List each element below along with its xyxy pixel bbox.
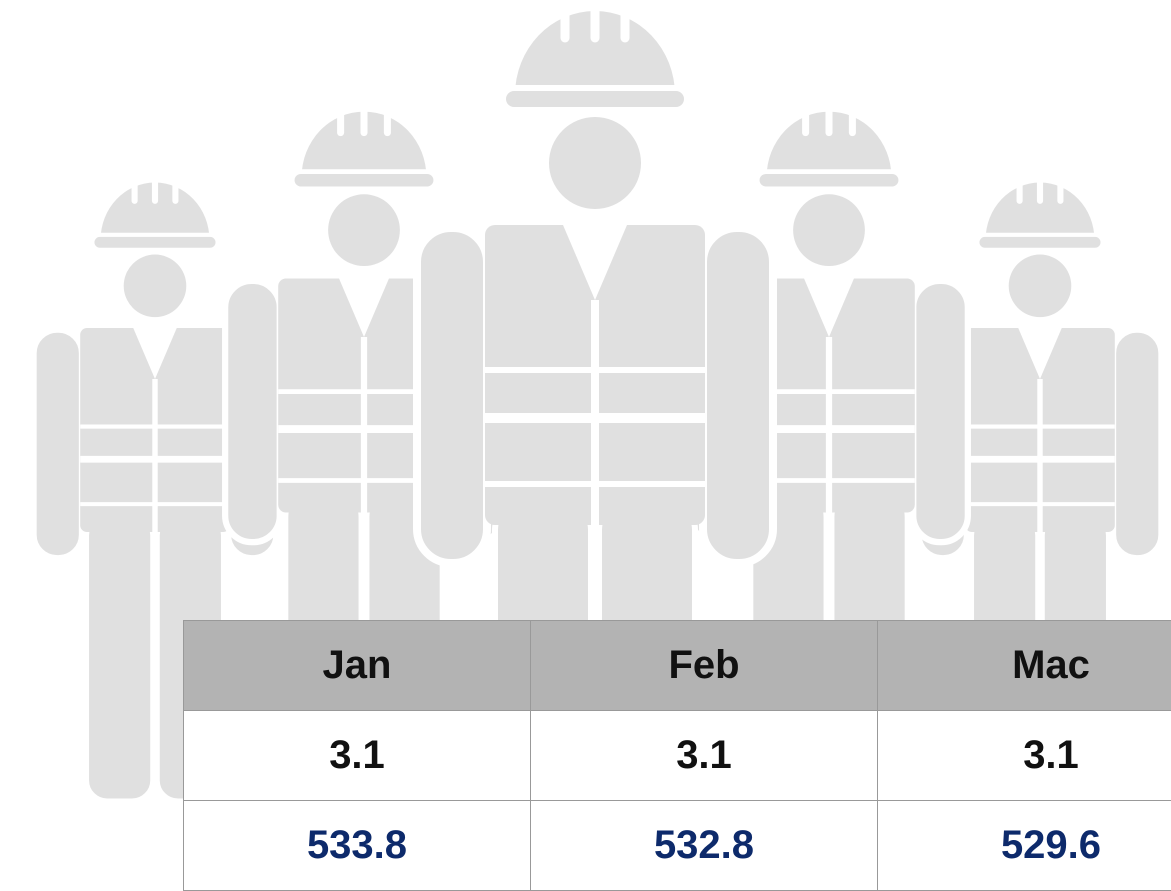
table-cell: 3.1: [531, 711, 878, 801]
table-cell: 532.8: [531, 801, 878, 891]
table-cell: 529.6: [878, 801, 1171, 891]
table-cell: 3.1: [878, 711, 1171, 801]
page: Jan Feb Mac 3.1 3.1 3.1 533.8 532.8 529.…: [0, 0, 1171, 876]
table-cell: 3.1: [184, 711, 531, 801]
data-table: Jan Feb Mac 3.1 3.1 3.1 533.8 532.8 529.…: [183, 620, 1171, 891]
header-cell: Jan: [184, 621, 531, 711]
table-row: 533.8 532.8 529.6: [184, 801, 1171, 891]
table-row: 3.1 3.1 3.1: [184, 711, 1171, 801]
header-cell: Feb: [531, 621, 878, 711]
table-cell: 533.8: [184, 801, 531, 891]
header-cell: Mac: [878, 621, 1171, 711]
header-row: Jan Feb Mac: [184, 621, 1171, 711]
